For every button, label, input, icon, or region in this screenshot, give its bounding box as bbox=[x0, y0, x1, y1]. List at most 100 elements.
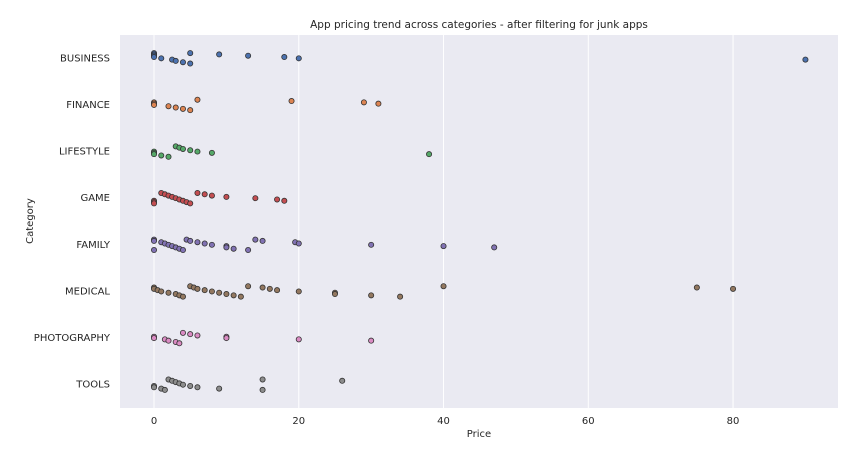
point bbox=[331, 291, 338, 298]
point bbox=[161, 386, 168, 393]
y-tick-label: FAMILY bbox=[76, 240, 110, 251]
point bbox=[730, 285, 737, 292]
point bbox=[339, 377, 346, 384]
y-tick-label: FINANCE bbox=[66, 100, 110, 111]
point bbox=[187, 200, 194, 207]
point bbox=[288, 98, 295, 105]
point bbox=[223, 244, 230, 251]
point bbox=[368, 292, 375, 299]
point bbox=[176, 340, 183, 347]
point bbox=[259, 284, 266, 291]
point bbox=[179, 381, 186, 388]
point bbox=[187, 107, 194, 114]
point bbox=[259, 237, 266, 244]
point bbox=[201, 191, 208, 198]
y-tick-label: BUSINESS bbox=[60, 53, 110, 64]
chart-title: App pricing trend across categories - af… bbox=[310, 19, 648, 31]
point bbox=[693, 284, 700, 291]
point bbox=[281, 54, 288, 61]
point bbox=[259, 376, 266, 383]
point bbox=[295, 240, 302, 247]
point bbox=[216, 51, 223, 58]
point bbox=[223, 335, 230, 342]
point bbox=[187, 147, 194, 154]
y-tick-label: LIFESTYLE bbox=[59, 147, 110, 158]
point bbox=[360, 99, 367, 106]
point bbox=[194, 239, 201, 246]
point bbox=[151, 54, 158, 61]
point bbox=[216, 289, 223, 296]
point bbox=[223, 291, 230, 298]
point bbox=[187, 331, 194, 338]
point bbox=[187, 382, 194, 389]
x-axis-label: Price bbox=[467, 429, 491, 440]
point bbox=[151, 335, 158, 342]
point bbox=[440, 243, 447, 250]
point bbox=[165, 337, 172, 344]
point bbox=[165, 289, 172, 296]
point bbox=[165, 153, 172, 160]
point bbox=[802, 56, 809, 63]
point bbox=[158, 152, 165, 159]
point bbox=[397, 293, 404, 300]
point bbox=[179, 329, 186, 336]
point bbox=[179, 59, 186, 66]
point bbox=[179, 293, 186, 300]
y-tick-label: MEDICAL bbox=[65, 286, 110, 297]
point bbox=[158, 288, 165, 295]
point bbox=[201, 287, 208, 294]
point bbox=[194, 332, 201, 339]
point bbox=[194, 148, 201, 155]
point bbox=[201, 240, 208, 247]
point bbox=[208, 288, 215, 295]
point bbox=[266, 285, 273, 292]
point bbox=[194, 384, 201, 391]
point bbox=[440, 283, 447, 290]
x-tick-label: 60 bbox=[582, 416, 595, 427]
y-tick-label: GAME bbox=[80, 193, 110, 204]
point bbox=[295, 288, 302, 295]
point bbox=[216, 385, 223, 392]
point bbox=[230, 245, 237, 252]
point bbox=[208, 149, 215, 156]
x-tick-label: 80 bbox=[727, 416, 740, 427]
point bbox=[165, 103, 172, 110]
point bbox=[245, 283, 252, 290]
point bbox=[194, 189, 201, 196]
point bbox=[179, 105, 186, 112]
point bbox=[237, 293, 244, 300]
point bbox=[375, 100, 382, 107]
point bbox=[187, 60, 194, 67]
point bbox=[187, 50, 194, 57]
point bbox=[172, 57, 179, 64]
point bbox=[491, 244, 498, 251]
point bbox=[179, 247, 186, 254]
x-tick-label: 40 bbox=[437, 416, 450, 427]
y-tick-label: PHOTOGRAPHY bbox=[34, 333, 111, 344]
point bbox=[259, 386, 266, 393]
y-tick-label: TOOLS bbox=[75, 380, 110, 391]
point bbox=[151, 384, 158, 391]
x-tick-label: 20 bbox=[292, 416, 305, 427]
point bbox=[245, 247, 252, 254]
point bbox=[172, 104, 179, 111]
point bbox=[252, 236, 259, 243]
point bbox=[194, 96, 201, 103]
point bbox=[223, 193, 230, 200]
point bbox=[187, 237, 194, 244]
point bbox=[295, 55, 302, 62]
point bbox=[194, 285, 201, 292]
point bbox=[151, 247, 158, 254]
point bbox=[426, 151, 433, 158]
point bbox=[252, 195, 259, 202]
point bbox=[158, 55, 165, 62]
point bbox=[208, 192, 215, 199]
point bbox=[151, 101, 158, 108]
point bbox=[368, 337, 375, 344]
point bbox=[151, 151, 158, 158]
point bbox=[368, 241, 375, 248]
y-axis-label: Category bbox=[25, 198, 36, 244]
point bbox=[179, 145, 186, 152]
point bbox=[295, 336, 302, 343]
